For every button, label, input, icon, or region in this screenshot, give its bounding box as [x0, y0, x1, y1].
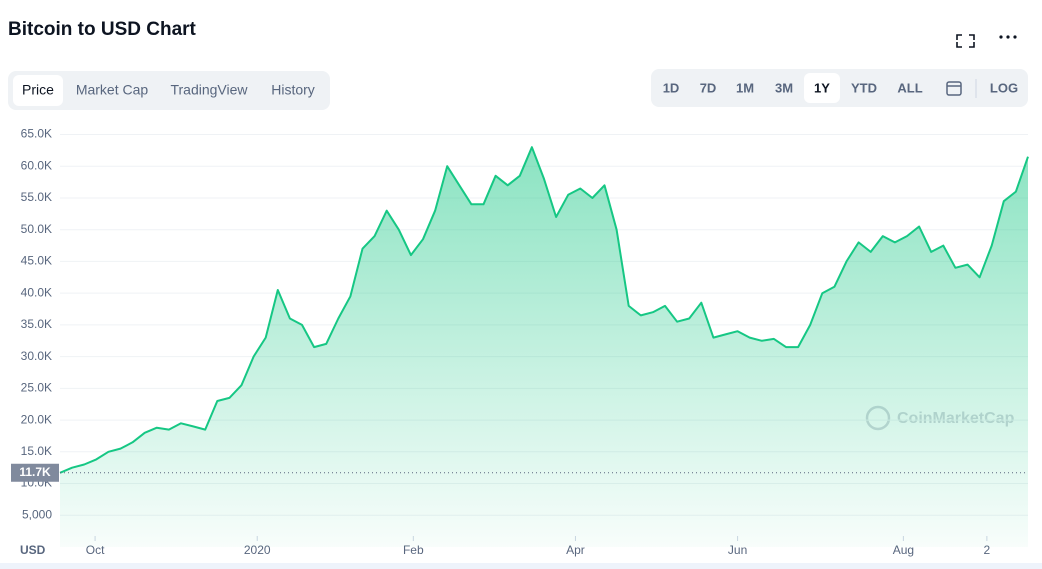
log-toggle[interactable]: LOG: [990, 80, 1018, 95]
current-price-label: 11.7K: [19, 465, 51, 479]
y-tick-label: 15.0K: [21, 444, 52, 458]
calendar-icon[interactable]: [946, 81, 962, 96]
range-button[interactable]: 1M: [736, 80, 754, 95]
y-tick-label: 65.0K: [21, 127, 52, 141]
y-tick-label: 30.0K: [21, 349, 52, 363]
price-line: [59, 146, 1029, 474]
range-button[interactable]: 7D: [700, 80, 717, 95]
y-tick-label: 40.0K: [21, 285, 52, 299]
range-active-bg: [804, 73, 840, 103]
y-tick-label: 45.0K: [21, 254, 52, 268]
currency-label: USD: [20, 543, 46, 557]
range-button[interactable]: 3M: [775, 80, 793, 95]
y-tick-label: 60.0K: [21, 158, 52, 172]
tab[interactable]: Price: [22, 82, 54, 98]
y-tick-label: 20.0K: [21, 412, 52, 426]
tab-active-bg: [13, 75, 63, 106]
range-button[interactable]: ALL: [897, 80, 922, 95]
tab-bar: [8, 71, 330, 110]
chart-title: Bitcoin to USD Chart: [8, 19, 197, 40]
tab[interactable]: TradingView: [170, 82, 248, 98]
x-tick-label: 2: [984, 543, 991, 557]
scroll-strip: [0, 563, 1042, 569]
tab[interactable]: Market Cap: [76, 82, 149, 98]
current-price-badge: [11, 463, 59, 482]
y-tick-label: 5,000: [22, 507, 52, 521]
range-button[interactable]: YTD: [851, 80, 877, 95]
range-button[interactable]: 1Y: [814, 80, 830, 95]
more-icon[interactable]: [999, 35, 1017, 39]
y-tick-label: 25.0K: [21, 381, 52, 395]
tab[interactable]: History: [271, 82, 315, 98]
y-tick-label: 55.0K: [21, 190, 52, 204]
fullscreen-icon[interactable]: [956, 34, 975, 48]
calendar-frame: [946, 81, 962, 96]
y-tick-label: 50.0K: [21, 222, 52, 236]
price-area: [60, 147, 1028, 547]
y-tick-label: 35.0K: [21, 317, 52, 331]
range-button[interactable]: 1D: [663, 80, 680, 95]
